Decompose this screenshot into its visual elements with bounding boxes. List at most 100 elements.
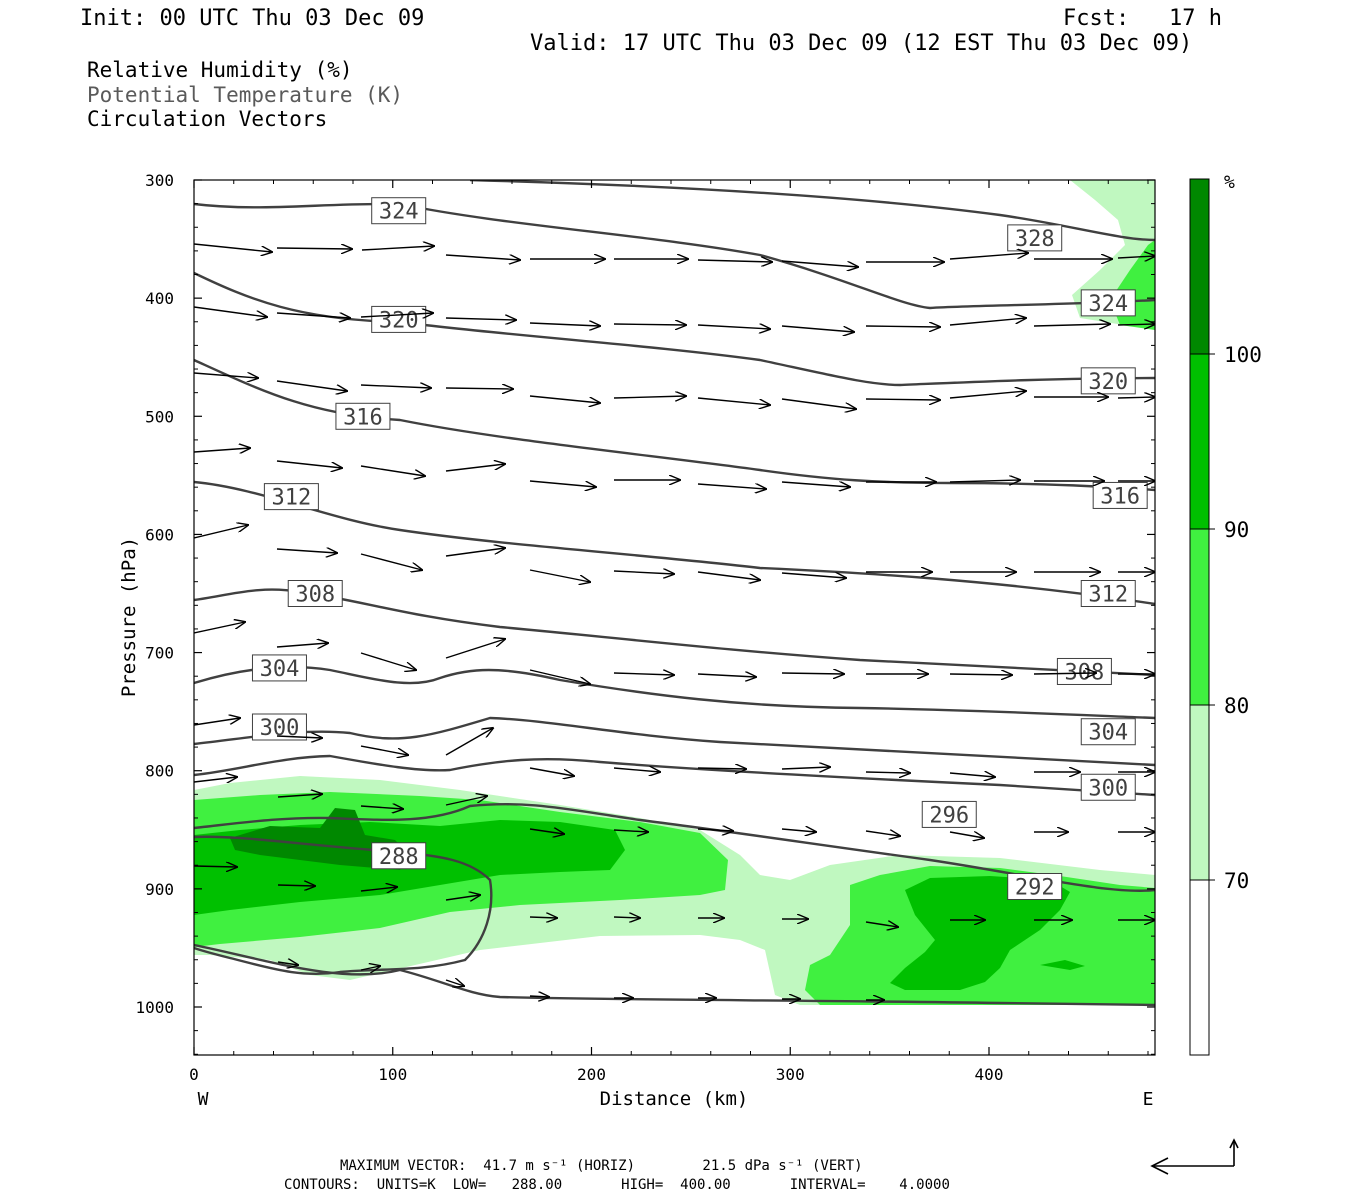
contour-label: 300 [1088, 776, 1128, 801]
contour-label-box [1092, 481, 1148, 509]
vector [445, 895, 480, 900]
contour-label: 288 [379, 845, 419, 870]
y-tick-label: 600 [145, 525, 174, 544]
colorbar-segment [1190, 354, 1209, 529]
theta-contour [469, 180, 1155, 242]
vector [529, 569, 590, 582]
contour-labels: 3243283243203203163163123123083083043043… [251, 197, 1148, 900]
valid-time: Valid: 17 UTC Thu 03 Dec 09 (12 EST Thu … [530, 31, 1193, 56]
vector [613, 830, 648, 832]
vector [613, 673, 674, 675]
forecast-hour: Fcst: 17 h [1063, 6, 1222, 31]
contour-label-box [371, 197, 427, 225]
vector [949, 480, 1020, 482]
vector [613, 917, 640, 918]
vector [194, 525, 248, 539]
vector [194, 373, 258, 378]
vector [697, 768, 746, 769]
rh-patch-east-small [1040, 960, 1085, 970]
contour-label: 308 [295, 583, 335, 608]
vector [1033, 673, 1096, 674]
vector [781, 829, 816, 832]
contour-label-box [335, 402, 391, 430]
vector [360, 745, 408, 755]
vector [1117, 256, 1155, 258]
vector [949, 773, 995, 777]
contour-label-box [1080, 580, 1136, 607]
rh-90-region-east [890, 876, 1070, 990]
x-tick-label: 300 [776, 1065, 805, 1084]
y-tick-label: 400 [145, 289, 174, 308]
y-tick-label: 1000 [135, 998, 174, 1017]
vector [276, 736, 322, 738]
vector [360, 652, 416, 670]
colorbar-segment [1190, 880, 1209, 1055]
contour-label: 292 [1015, 875, 1055, 900]
reference-vector-key [1150, 1138, 1239, 1175]
contour-label-box [921, 800, 977, 828]
vector [529, 669, 590, 684]
vector [277, 885, 315, 886]
vector [949, 318, 1026, 326]
colorbar-segment [1190, 529, 1209, 705]
contour-label: 304 [1088, 721, 1128, 746]
x-axis-label: Distance (km) [600, 1088, 749, 1110]
y-axis-label: Pressure (hPa) [118, 537, 140, 697]
colorbar-tick-label: 90 [1224, 518, 1249, 542]
legend-circulation-vectors: Circulation Vectors [87, 107, 328, 131]
vector [781, 673, 844, 674]
vector [697, 571, 760, 580]
contour-label-box [1056, 657, 1112, 685]
init-time: Init: 00 UTC Thu 03 Dec 09 [80, 6, 425, 31]
vector [194, 777, 237, 782]
vector [613, 396, 686, 398]
vector [194, 306, 267, 317]
vector [529, 996, 549, 997]
vector [529, 767, 574, 776]
vector [445, 464, 505, 472]
vector [529, 323, 600, 326]
vector [276, 248, 352, 249]
vector [360, 887, 397, 891]
vector [529, 829, 564, 834]
vector [445, 255, 520, 260]
y-tick-label: 500 [145, 407, 174, 426]
x-tick-label: 400 [975, 1065, 1004, 1084]
vector [697, 829, 733, 831]
colorbar-segment [1190, 705, 1209, 880]
vector [276, 313, 350, 318]
vector [445, 728, 493, 756]
contour-label-box [1080, 289, 1136, 317]
theta-contour [194, 665, 1155, 720]
vector [445, 796, 487, 806]
vector [277, 794, 322, 797]
colorbar-tick-label: 70 [1224, 869, 1249, 893]
contour-label-box [251, 713, 307, 741]
y-tick-label: 900 [145, 880, 174, 899]
contour-label: 328 [1015, 227, 1055, 252]
contour-label: 304 [260, 657, 300, 682]
vector [781, 767, 830, 769]
vector [276, 549, 337, 553]
colorbar-segment [1190, 179, 1209, 354]
vector [360, 465, 425, 476]
vector [613, 768, 660, 772]
east-label: E [1143, 1089, 1154, 1110]
contour-label: 320 [379, 308, 419, 333]
vector [529, 480, 596, 487]
max-vector-info: MAXIMUM VECTOR: 41.7 m s⁻¹ (HORIZ) 21.5 … [340, 1158, 863, 1174]
colorbar-frame [1189, 178, 1210, 1056]
vector [781, 325, 854, 332]
y-tick-label: 700 [145, 644, 174, 663]
contour-label: 316 [1100, 484, 1140, 509]
theta-contour [194, 716, 1155, 767]
vector [445, 548, 505, 557]
contour-label-box [1080, 773, 1136, 801]
vector [1117, 397, 1155, 398]
vector [865, 772, 910, 773]
circulation-vectors [194, 244, 1155, 1000]
contour-label: 296 [929, 803, 969, 828]
west-label: W [198, 1089, 209, 1110]
contour-label-box [251, 654, 307, 682]
vector [865, 326, 940, 327]
